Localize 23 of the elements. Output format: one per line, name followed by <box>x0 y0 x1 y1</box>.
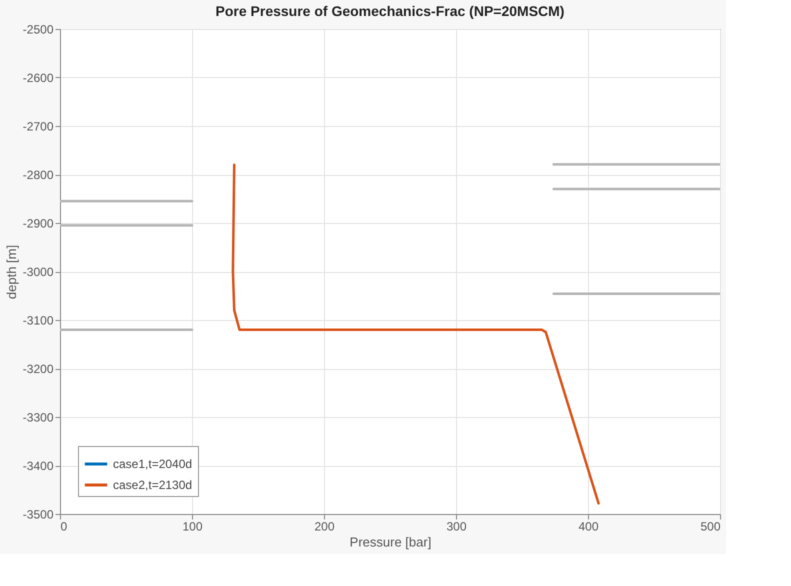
x-tick-label: 500 <box>700 520 721 534</box>
chart-title: Pore Pressure of Geomechanics-Frac (NP=20MSCM) <box>216 3 564 19</box>
x-tick-label: 400 <box>578 520 599 534</box>
y-tick-label: -3400 <box>22 459 54 473</box>
y-tick-label: -2600 <box>22 71 54 85</box>
legend-label: case2,t=2130d <box>113 478 192 492</box>
x-tick-label: 100 <box>182 520 203 534</box>
y-tick-label: -3200 <box>22 362 54 376</box>
y-tick-label: -2700 <box>22 120 54 134</box>
y-axis-title: depth [m] <box>4 244 19 300</box>
legend-label: case1,t=2040d <box>113 457 192 471</box>
y-tick-label: -3500 <box>22 508 54 522</box>
y-tick-label: -3100 <box>22 314 54 328</box>
y-tick-label: -3300 <box>22 410 54 424</box>
x-tick-label: 300 <box>446 520 467 534</box>
y-tick-label: -2800 <box>22 168 54 182</box>
y-tick-label: -3000 <box>22 265 54 279</box>
x-tick-label: 200 <box>314 520 335 534</box>
y-tick-label: -2900 <box>22 216 54 230</box>
y-tick-label: -2500 <box>22 22 54 36</box>
x-axis-title: Pressure [bar] <box>350 534 432 550</box>
line-series <box>232 164 600 505</box>
x-tick-label: 0 <box>60 520 68 534</box>
